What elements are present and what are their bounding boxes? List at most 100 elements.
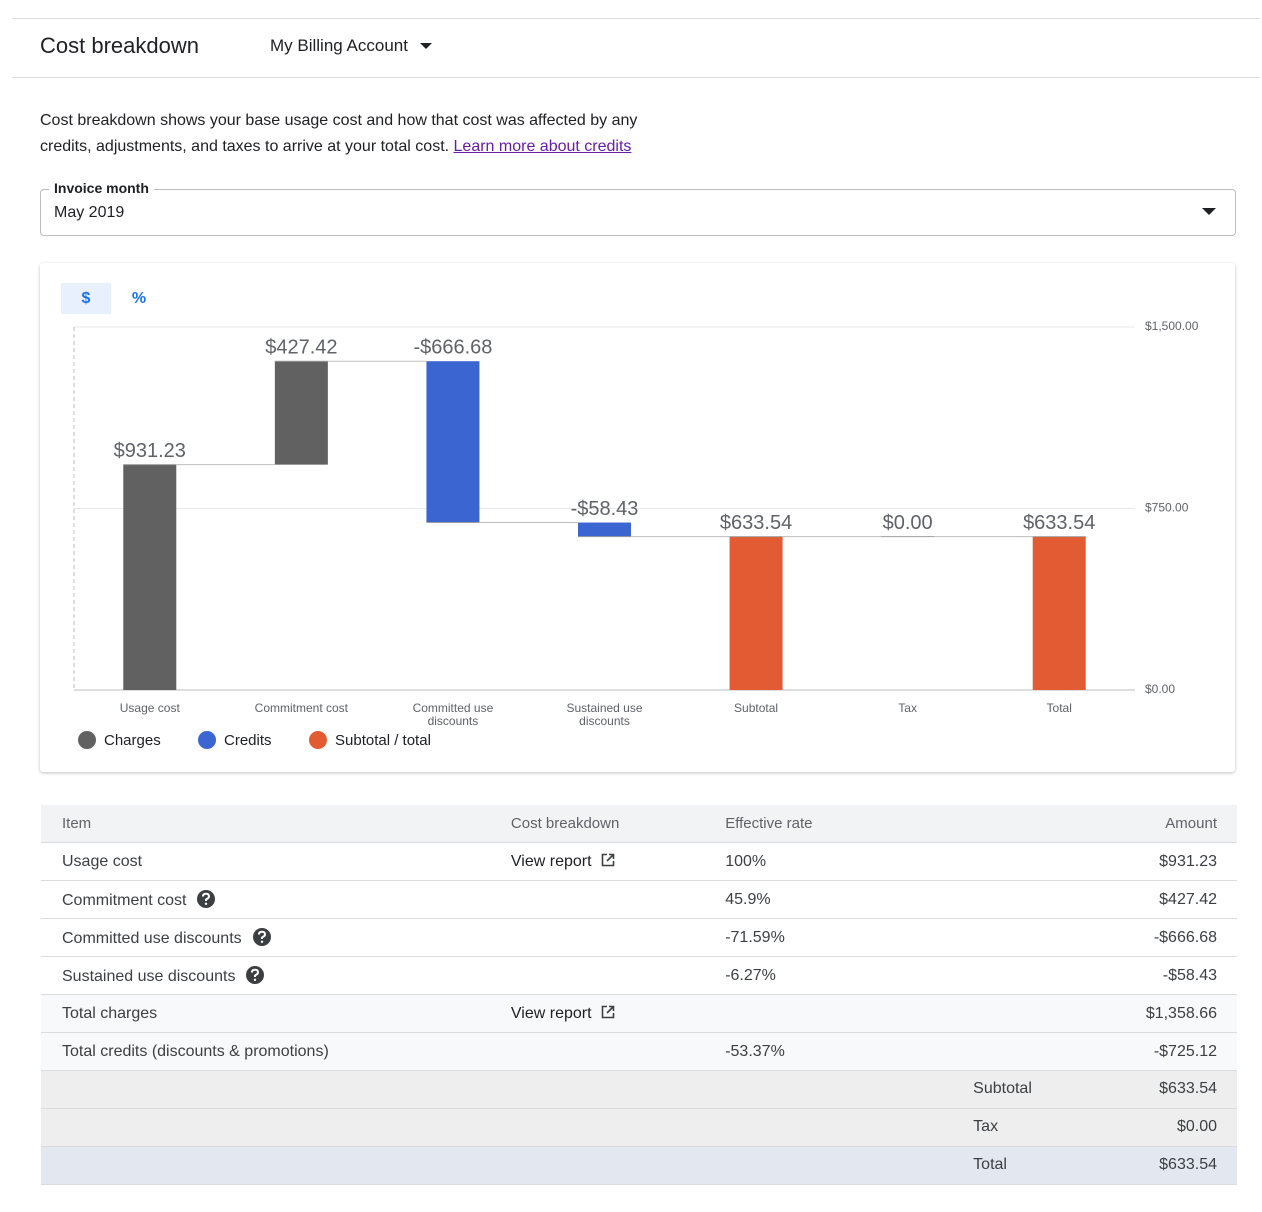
value-label: $427.42	[265, 336, 337, 358]
legend-swatch	[198, 731, 216, 749]
legend-item: Subtotal / total	[309, 731, 431, 749]
column-header: Cost breakdown	[510, 805, 726, 843]
rate: 100%	[725, 852, 767, 870]
legend-item: Credits	[198, 731, 272, 749]
toggle-percent[interactable]: %	[131, 290, 147, 307]
invoice-label: Invoice month	[49, 180, 154, 196]
item-cell: Total credits (discounts & promotions)	[41, 1032, 511, 1071]
page-title: Cost breakdown	[40, 33, 199, 58]
external-link-shape	[601, 853, 614, 866]
bar	[729, 536, 783, 690]
rate-cell: 100%	[725, 842, 912, 881]
summary-label: Subtotal	[973, 1080, 1032, 1097]
summary-amount-cell: Total $633.54	[911, 1146, 1237, 1185]
external-link-icon	[601, 853, 614, 866]
bar	[274, 361, 328, 465]
x-tick-label: Usage cost	[119, 701, 180, 715]
summary-amount: $633.54	[1159, 1080, 1217, 1097]
invoice-select[interactable]: Invoice month May 2019	[40, 180, 1236, 236]
bar	[578, 522, 631, 537]
summary-amount: $633.54	[1159, 1156, 1217, 1173]
summary-amount: $0.00	[1176, 1118, 1217, 1135]
summary-amount-cell: Subtotal $633.54	[911, 1070, 1237, 1109]
report-cell	[510, 1032, 726, 1071]
rate-cell: 45.9%	[725, 880, 912, 919]
chart-card: $ % $0.00 $750.00 $1,500.00 $931.23 $427.42 -…	[40, 263, 1235, 772]
account-name[interactable]: My Billing Account	[270, 36, 408, 55]
table-row: Usage cost View report 100% $931.23	[41, 842, 1237, 881]
table-row: Total credits (discounts & promotions) -5…	[41, 1032, 1237, 1071]
legend-label: Credits	[224, 731, 272, 749]
report-cell: View report	[510, 994, 726, 1033]
summary-amount-cell: Tax $0.00	[911, 1108, 1237, 1147]
report-cell	[510, 918, 726, 957]
value-label: $633.54	[1023, 512, 1095, 534]
rate-cell: -71.59%	[725, 918, 912, 957]
rate: -71.59%	[725, 928, 785, 946]
table-row: Total charges View report $1,358.66	[41, 994, 1237, 1033]
external-link-icon	[601, 1005, 614, 1018]
legend-label: Charges	[104, 731, 161, 749]
item-cell: Usage cost	[41, 842, 511, 881]
item-name: Sustained use discounts	[62, 968, 236, 985]
item-name: Committed use discounts	[62, 930, 242, 947]
legend-swatch	[309, 731, 327, 749]
column-header: Effective rate	[725, 805, 912, 843]
y-tick-label: $750.00	[1145, 501, 1189, 515]
amount-cell: $931.23	[911, 842, 1237, 881]
item-cell: Committed use discounts	[41, 918, 511, 957]
amount-cell: $427.42	[911, 880, 1237, 919]
help-icon	[252, 928, 271, 946]
bar	[1032, 536, 1086, 690]
column-header: Item	[41, 805, 511, 843]
summary-row: Total $633.54	[41, 1146, 1237, 1185]
toggle-dollar[interactable]: $	[61, 283, 111, 314]
item-cell: Commitment cost	[41, 880, 511, 919]
amount-cell: $1,358.66	[911, 994, 1237, 1033]
item-name: Commitment cost	[62, 892, 187, 909]
invoice-value[interactable]: May 2019	[54, 204, 125, 221]
item-name: Total credits (discounts & promotions)	[62, 1042, 329, 1060]
item-name: Total charges	[62, 1004, 158, 1022]
y-tick-label: $0.00	[1145, 682, 1175, 696]
chart: $0.00 $750.00 $1,500.00 $931.23 $427.42 -$666…	[73, 319, 1199, 696]
view-report-link[interactable]: View report	[510, 852, 592, 870]
rate: 45.9%	[725, 890, 771, 908]
value-label: $633.54	[720, 512, 792, 534]
view-report-link[interactable]: View report	[510, 1004, 592, 1022]
table-header-row: Item Cost breakdown Effective rate Amount	[41, 805, 1237, 843]
table-row: Commitment cost 45.9% $427.42	[41, 880, 1237, 919]
external-link-shape	[601, 1005, 614, 1018]
legend-item: Charges	[78, 731, 161, 749]
help-mark	[202, 892, 211, 901]
item-cell: Total charges	[41, 994, 511, 1033]
summary-label	[725, 1070, 912, 1109]
item-name: Usage cost	[62, 852, 143, 870]
cost-table: Item Cost breakdown Effective rate Amount Us…	[41, 805, 1237, 1185]
learn-more-link[interactable]: Learn more about credits	[453, 138, 632, 155]
amount-cell: -$58.43	[911, 956, 1237, 995]
x-tick-label: Tax	[898, 701, 917, 715]
dropdown-arrow	[419, 43, 432, 49]
report-cell: View report	[510, 842, 726, 881]
summary-label	[725, 1108, 912, 1147]
legend-label: Subtotal / total	[335, 731, 431, 749]
column-header: Amount	[911, 805, 1237, 843]
summary-label: Total	[973, 1156, 1007, 1173]
bar	[426, 361, 480, 523]
amount-cell: -$725.12	[911, 1032, 1237, 1071]
value-label: $0.00	[883, 512, 933, 534]
table-row: Committed use discounts -71.59% -$666.68	[41, 918, 1237, 957]
blank-cell	[41, 1070, 726, 1109]
account-selector[interactable]: My Billing Account	[270, 36, 433, 56]
x-tick-label: Sustained use discounts	[566, 701, 643, 728]
report-cell	[510, 880, 726, 919]
bar	[123, 464, 177, 690]
summary-label	[725, 1146, 912, 1185]
help-icon	[246, 966, 265, 984]
help-mark	[257, 930, 266, 939]
help-dot	[205, 902, 208, 905]
help-icon	[197, 890, 216, 908]
header-bar: Cost breakdown My Billing Account	[12, 18, 1260, 78]
report-cell	[510, 956, 726, 995]
